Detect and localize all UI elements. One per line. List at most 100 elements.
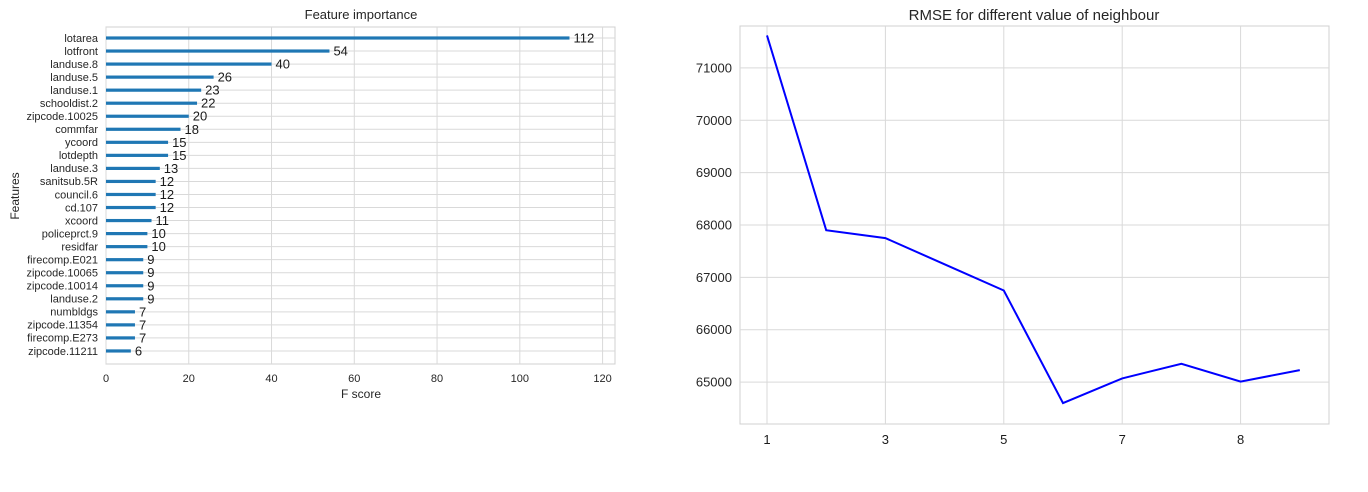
chart1-bar-value-label: 7 bbox=[139, 317, 146, 332]
chart1-category-label: commfar bbox=[55, 124, 98, 136]
chart1-bar-value-label: 9 bbox=[147, 265, 154, 280]
chart1-bar bbox=[106, 310, 135, 314]
chart1-bar bbox=[106, 245, 148, 249]
chart1-bar bbox=[106, 323, 135, 327]
chart1-bar bbox=[106, 36, 570, 40]
chart1-category-label: council.6 bbox=[55, 189, 98, 201]
chart1-bar bbox=[106, 192, 156, 197]
chart1-bar-value-label: 40 bbox=[276, 57, 290, 72]
chart1-category-label: firecomp.E021 bbox=[27, 254, 98, 266]
chart1-category-label: zipcode.10014 bbox=[26, 281, 98, 293]
chart1-bar-value-label: 9 bbox=[147, 291, 154, 306]
chart1-x-tick-labels: 0 20 40 60 80 100 120 bbox=[103, 373, 612, 385]
chart2-y-tick-label: 65000 bbox=[696, 375, 732, 390]
chart2-x-tick-label: 3 bbox=[882, 432, 889, 447]
chart1-x-tick-label: 20 bbox=[183, 373, 195, 385]
chart1-bar-value-label: 9 bbox=[147, 252, 154, 267]
chart1-category-labels: lotarealotfrontlanduse.8landuse.5landuse… bbox=[26, 33, 98, 358]
chart1-bar bbox=[106, 88, 202, 92]
chart1-bar bbox=[106, 114, 189, 118]
chart2-x-tick-label: 8 bbox=[1237, 432, 1244, 447]
chart2-x-tick-label: 1 bbox=[763, 432, 770, 447]
chart2-title: RMSE for different value of neighbour bbox=[909, 7, 1160, 24]
chart1-bar-value-label: 22 bbox=[201, 96, 215, 111]
chart1-bar-value-label: 12 bbox=[160, 200, 174, 215]
chart1-bar bbox=[106, 271, 144, 275]
chart1-category-label: numbldgs bbox=[50, 307, 98, 319]
chart1-bar-value-label: 11 bbox=[156, 213, 170, 228]
chart1-bar-value-label: 13 bbox=[164, 161, 178, 176]
chart2-x-tick-label: 5 bbox=[1000, 432, 1007, 447]
chart1-category-label: zipcode.11354 bbox=[27, 320, 98, 332]
chart1-bar-value-label: 18 bbox=[184, 122, 198, 137]
rmse-line-chart: RMSE for different value of neighbour 65… bbox=[696, 7, 1330, 447]
chart1-category-label: schooldist.2 bbox=[40, 98, 98, 110]
chart2-y-tick-labels: 65000 66000 67000 68000 69000 70000 71000 bbox=[696, 60, 732, 389]
chart1-bar bbox=[106, 205, 156, 210]
chart1-bar bbox=[106, 75, 214, 79]
chart1-bar-value-label: 20 bbox=[193, 109, 207, 124]
chart1-bar bbox=[106, 258, 144, 262]
chart1-category-label: lotarea bbox=[64, 33, 99, 45]
chart1-bar bbox=[106, 232, 148, 236]
chart1-bar bbox=[106, 153, 169, 157]
chart1-bar-value-label: 54 bbox=[333, 44, 347, 59]
chart2-gridlines bbox=[740, 26, 1329, 424]
chart1-bar-value-label: 7 bbox=[139, 304, 146, 319]
chart2-y-tick-label: 71000 bbox=[696, 60, 732, 75]
chart1-y-axis-label: Features bbox=[8, 172, 22, 219]
chart1-bar-value-label: 7 bbox=[139, 330, 146, 345]
chart1-bar-value-label: 6 bbox=[135, 343, 142, 358]
chart1-bar bbox=[106, 218, 152, 223]
chart1-x-tick-label: 0 bbox=[103, 373, 109, 385]
chart1-category-label: zipcode.11211 bbox=[28, 346, 98, 358]
chart1-bar-value-label: 10 bbox=[151, 226, 165, 241]
chart1-bar bbox=[106, 336, 135, 340]
chart1-bar bbox=[106, 101, 198, 105]
chart1-category-label: cd.107 bbox=[65, 202, 98, 214]
chart1-category-label: landuse.5 bbox=[50, 72, 98, 84]
chart1-category-label: zipcode.10025 bbox=[26, 111, 98, 123]
chart1-plot-area bbox=[105, 26, 616, 365]
chart2-y-tick-label: 69000 bbox=[696, 165, 732, 180]
chart1-bar bbox=[106, 49, 330, 53]
chart1-x-tick-label: 80 bbox=[431, 373, 443, 385]
chart1-bar bbox=[106, 179, 156, 184]
chart1-bar-value-label: 15 bbox=[172, 148, 186, 163]
chart1-bar-value-label: 26 bbox=[218, 70, 232, 85]
chart1-bar bbox=[106, 349, 131, 353]
chart1-category-label: landuse.2 bbox=[50, 294, 98, 306]
chart1-bar bbox=[106, 297, 144, 301]
chart1-category-label: landuse.3 bbox=[50, 163, 98, 175]
chart1-bars: 1125440262322201815151312121211101099997… bbox=[106, 31, 594, 358]
chart1-bar-value-label: 15 bbox=[172, 135, 186, 150]
chart1-category-label: ycoord bbox=[65, 137, 98, 149]
chart1-x-axis-label: F score bbox=[341, 387, 381, 401]
chart2-series-line bbox=[766, 35, 1300, 405]
chart1-category-label: residfar bbox=[61, 241, 98, 253]
chart2-y-tick-label: 66000 bbox=[696, 322, 732, 337]
chart1-x-tick-label: 40 bbox=[265, 373, 277, 385]
chart1-category-label: xcoord bbox=[65, 215, 98, 227]
chart1-bar-value-label: 112 bbox=[573, 31, 594, 46]
chart2-y-tick-label: 67000 bbox=[696, 270, 732, 285]
chart2-y-tick-label: 68000 bbox=[696, 218, 732, 233]
chart2-x-tick-label: 7 bbox=[1119, 432, 1126, 447]
chart2-x-tick-labels: 1 3 5 7 8 bbox=[763, 432, 1244, 447]
chart1-category-label: firecomp.E273 bbox=[27, 333, 98, 345]
chart1-category-label: lotdepth bbox=[59, 150, 98, 162]
chart1-bar-value-label: 12 bbox=[160, 174, 174, 189]
chart1-bar bbox=[106, 62, 272, 66]
chart1-bar bbox=[106, 127, 181, 131]
chart1-category-label: landuse.1 bbox=[50, 85, 98, 97]
chart1-bar bbox=[106, 140, 169, 144]
chart1-category-label: policeprct.9 bbox=[42, 228, 98, 240]
chart1-bar bbox=[106, 166, 160, 170]
chart1-category-label: zipcode.10065 bbox=[26, 268, 98, 280]
chart1-x-tick-label: 60 bbox=[348, 373, 360, 385]
chart1-bar bbox=[106, 284, 144, 288]
chart1-title: Feature importance bbox=[305, 7, 418, 22]
chart1-x-tick-label: 120 bbox=[593, 373, 611, 385]
chart1-x-tick-label: 100 bbox=[511, 373, 529, 385]
